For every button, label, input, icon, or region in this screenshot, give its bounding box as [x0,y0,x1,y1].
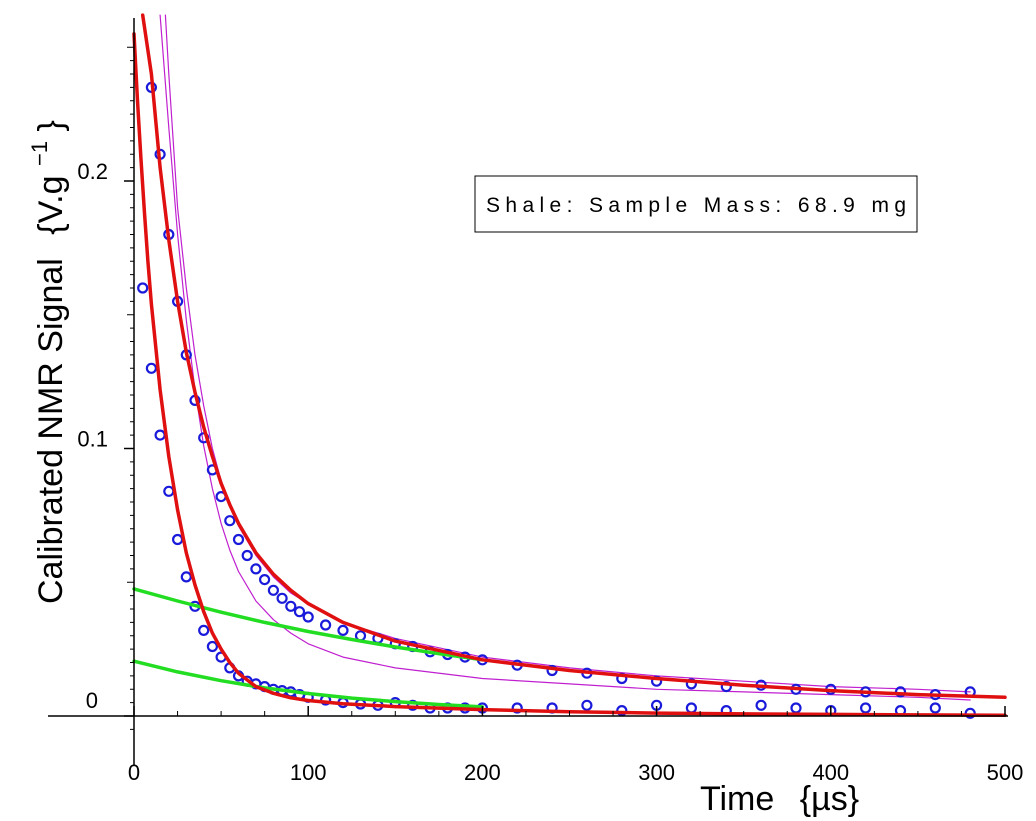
data-point [198,624,210,637]
x-tick-label: 0 [128,760,140,785]
data-point [650,675,663,687]
x-axis-title-text: Time [700,780,774,818]
y-axis-title-close: } [32,120,70,131]
data-point [720,680,732,693]
thin-curves [159,14,971,701]
data-point [755,699,767,711]
data-point [250,563,262,575]
data-point [929,702,941,714]
data-point [172,533,184,546]
data-point [137,282,149,294]
data-point [616,704,628,717]
data-point [337,624,349,637]
data-point [259,573,271,586]
x-tick-label: 500 [987,760,1024,785]
y-tick-label: 0 [86,688,98,713]
data-point [302,611,314,623]
thin-curve [164,14,971,693]
slow-component-curve [132,587,485,662]
fit-curve [132,32,1007,717]
fit-curve [140,13,1007,700]
y-tick-label: 0.1 [77,427,108,452]
data-point [232,533,245,546]
data-point [224,515,236,527]
data-point [154,429,166,441]
x-tick-label: 100 [290,760,327,785]
slow-component-curve [132,659,485,709]
data-point [206,640,218,653]
data-point [685,678,698,690]
data-point [790,702,802,714]
axis-ticks: 0 100 200 300 400 500 0 0.1 0.2 [77,46,1024,785]
data-point [241,549,253,562]
data-point [276,592,288,604]
data-point [267,584,279,596]
axes [48,18,1008,766]
annotation-frame [474,175,918,233]
fit-curves [132,13,1007,717]
slow-component-curves [132,587,485,709]
y-axis-title-unit: {V.g [32,175,70,234]
data-point [511,702,523,714]
data-point [145,362,157,374]
data-point [285,600,297,612]
y-axis-title-text: Calibrated NMR Signal [32,258,70,604]
x-tick-label: 300 [638,760,675,785]
x-axis-title: Time {µs} [700,780,859,818]
annotation-box: Shale: Sample Mass: 68.9 mg [474,175,918,233]
thin-curve [159,14,971,701]
y-axis-title: Calibrated NMR Signal {V.g −1 } [17,120,70,604]
data-point [180,571,192,583]
data-point [581,699,593,711]
y-axis-title-exponent: −1 [27,141,52,166]
annotation-text: Shale: Sample Mass: 68.9 mg [486,194,906,217]
data-point [320,619,332,631]
x-tick-label: 200 [464,760,501,785]
data-point [964,707,976,719]
y-tick-label: 0.2 [77,159,108,184]
data-point [293,606,306,618]
data-point [685,702,698,714]
x-axis-title-unit: {µs} [800,780,859,818]
data-point [859,702,872,714]
x-tick-label: 400 [812,760,849,785]
data-point [163,485,175,497]
